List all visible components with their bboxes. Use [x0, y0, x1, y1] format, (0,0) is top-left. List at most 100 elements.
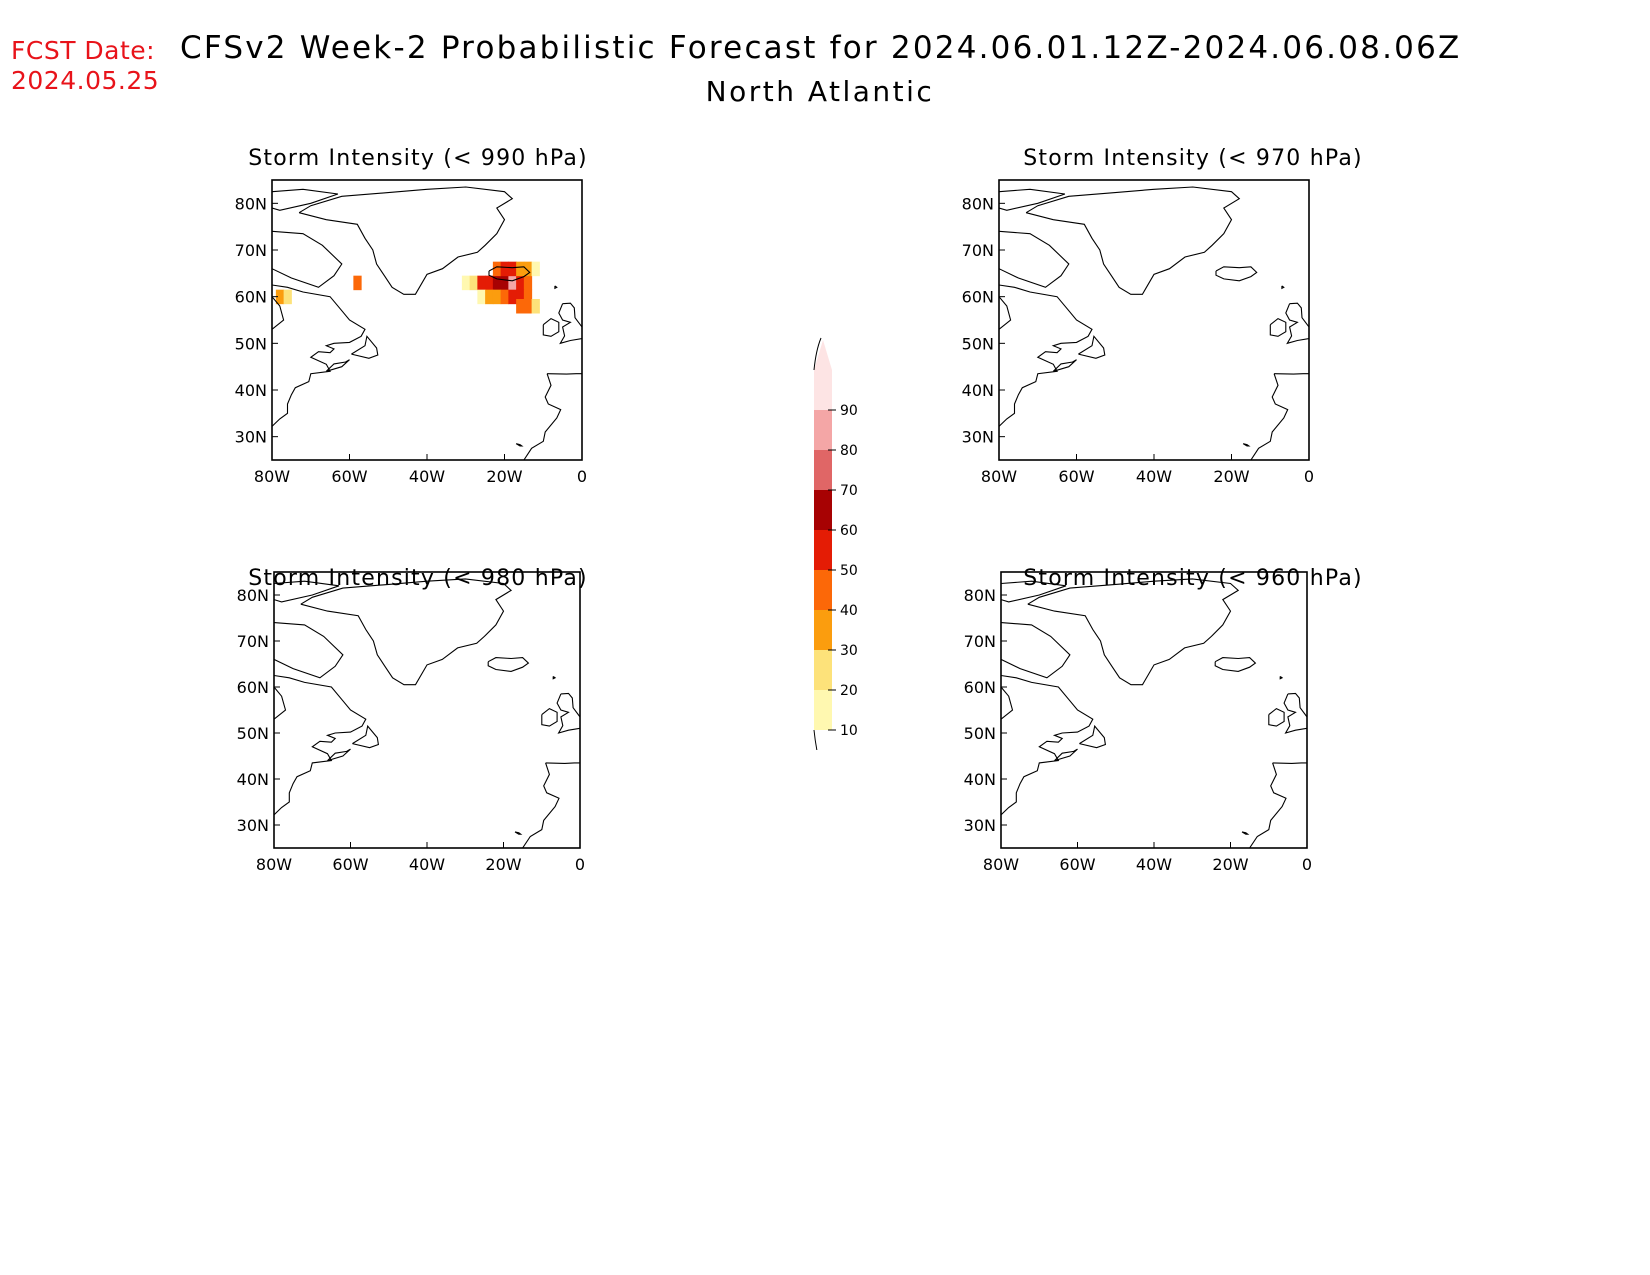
colorbar-tick-label: 90	[840, 403, 858, 419]
coastline	[1242, 443, 1251, 447]
lat-tick-label: 50N	[962, 334, 994, 353]
coastline	[1281, 285, 1285, 290]
colorbar-tick-label: 70	[840, 483, 858, 499]
panel-title: Storm Intensity (< 980 hPa)	[248, 566, 588, 591]
coastline	[554, 285, 558, 290]
coastline	[274, 580, 340, 603]
coastline	[1283, 692, 1307, 734]
colorbar-tick-label: 10	[840, 723, 858, 739]
lat-tick-label: 60N	[235, 288, 267, 307]
colorbar-swatch	[814, 610, 832, 650]
colorbar-tick-label: 20	[840, 683, 858, 699]
coastline	[325, 359, 350, 372]
probability-cell	[508, 289, 517, 305]
lat-tick-label: 70N	[964, 632, 996, 651]
map-plot: 80W 60W 40W 20W 0 80N 70N 60N 50N 40N 30N	[962, 179, 1314, 486]
lon-tick-label: 80W	[254, 467, 290, 486]
panel-title: Storm Intensity (< 990 hPa)	[248, 146, 588, 171]
coastline	[274, 674, 367, 816]
probability-cell	[500, 289, 509, 305]
probability-cell	[461, 275, 471, 291]
coastline	[1079, 724, 1107, 749]
coastline	[999, 296, 1012, 330]
coastline	[272, 230, 343, 288]
coastline	[1001, 622, 1071, 679]
lon-tick-label: 40W	[1136, 467, 1172, 486]
colorbar-swatch	[814, 570, 832, 610]
coastline	[1054, 748, 1078, 762]
coastline	[999, 284, 1093, 427]
lat-tick-label: 40N	[235, 381, 267, 400]
lat-tick-label: 50N	[964, 724, 996, 743]
lat-tick-label: 60N	[964, 678, 996, 697]
lat-tick-label: 80N	[962, 194, 994, 213]
coastline	[1001, 674, 1094, 816]
colorbar-tick-label: 60	[840, 523, 858, 539]
lon-tick-label: 40W	[409, 467, 445, 486]
coastline	[556, 692, 580, 734]
coastline	[300, 578, 513, 686]
colorbar-swatch	[814, 530, 832, 570]
coastline	[545, 762, 580, 764]
probability-cell	[485, 289, 494, 305]
coastline	[274, 686, 287, 720]
forecast-date-block: FCST Date: 2024.05.25	[11, 36, 159, 96]
probability-cell	[485, 275, 494, 291]
lon-tick-label: 80W	[983, 855, 1019, 874]
lat-tick-label: 70N	[235, 241, 267, 260]
lat-tick-label: 70N	[962, 241, 994, 260]
map-panel-980: Storm Intensity (< 980 hPa) 80W 60W 40W 20W…	[218, 566, 638, 946]
probability-cell	[508, 261, 517, 277]
coastline	[523, 373, 562, 460]
coastline	[999, 188, 1066, 211]
fcst-date-value: 2024.05.25	[11, 66, 160, 95]
coastline	[558, 302, 582, 345]
coastline	[352, 724, 380, 749]
probability-cell	[492, 289, 502, 305]
lat-tick-label: 80N	[964, 586, 996, 605]
colorbar-swatch	[814, 370, 832, 410]
coastline	[1250, 373, 1289, 460]
coastline	[1279, 675, 1284, 680]
colorbar-legend: 10 20 30 40 50 60 70 80 90	[813, 337, 858, 750]
probability-cell	[353, 275, 362, 291]
lon-tick-label: 80W	[256, 855, 292, 874]
coastline	[1272, 762, 1307, 764]
probability-cell	[523, 261, 533, 277]
lon-tick-label: 0	[1302, 855, 1312, 874]
coastline	[522, 762, 560, 848]
probability-cell	[283, 289, 292, 305]
coastline	[327, 748, 351, 762]
lon-tick-label: 60W	[331, 467, 367, 486]
region-title: North Atlantic	[705, 75, 935, 108]
probability-cell	[531, 261, 540, 277]
probability-cell	[492, 275, 502, 291]
lat-tick-label: 30N	[237, 816, 269, 835]
coastline	[541, 707, 558, 727]
lon-tick-label: 40W	[409, 855, 445, 874]
coastline	[1078, 335, 1106, 359]
coastline	[1215, 266, 1258, 282]
coastline	[1268, 707, 1285, 727]
lat-tick-label: 50N	[235, 334, 267, 353]
lon-tick-label: 20W	[1212, 855, 1248, 874]
colorbar-swatch	[814, 690, 832, 730]
probability-cell	[523, 299, 533, 314]
map-panel-970: Storm Intensity (< 970 hPa) 80W 60W 40W 20W…	[962, 146, 1413, 526]
colorbar-tick-label: 80	[840, 443, 858, 459]
colorbar-swatch	[814, 450, 832, 490]
probability-cell	[469, 275, 478, 291]
probability-cell	[516, 299, 525, 314]
probability-cell	[492, 261, 502, 277]
lat-tick-label: 30N	[962, 428, 994, 447]
lat-tick-label: 50N	[237, 724, 269, 743]
coastline	[298, 186, 514, 295]
probability-cell	[508, 275, 517, 291]
coastline	[1027, 578, 1240, 686]
colorbar-tick-label: 40	[840, 603, 858, 619]
panel-title: Storm Intensity (< 970 hPa)	[1023, 146, 1363, 171]
coastline	[272, 188, 339, 211]
probability-cell	[477, 275, 486, 291]
probability-cell	[516, 275, 525, 291]
lat-tick-label: 70N	[237, 632, 269, 651]
